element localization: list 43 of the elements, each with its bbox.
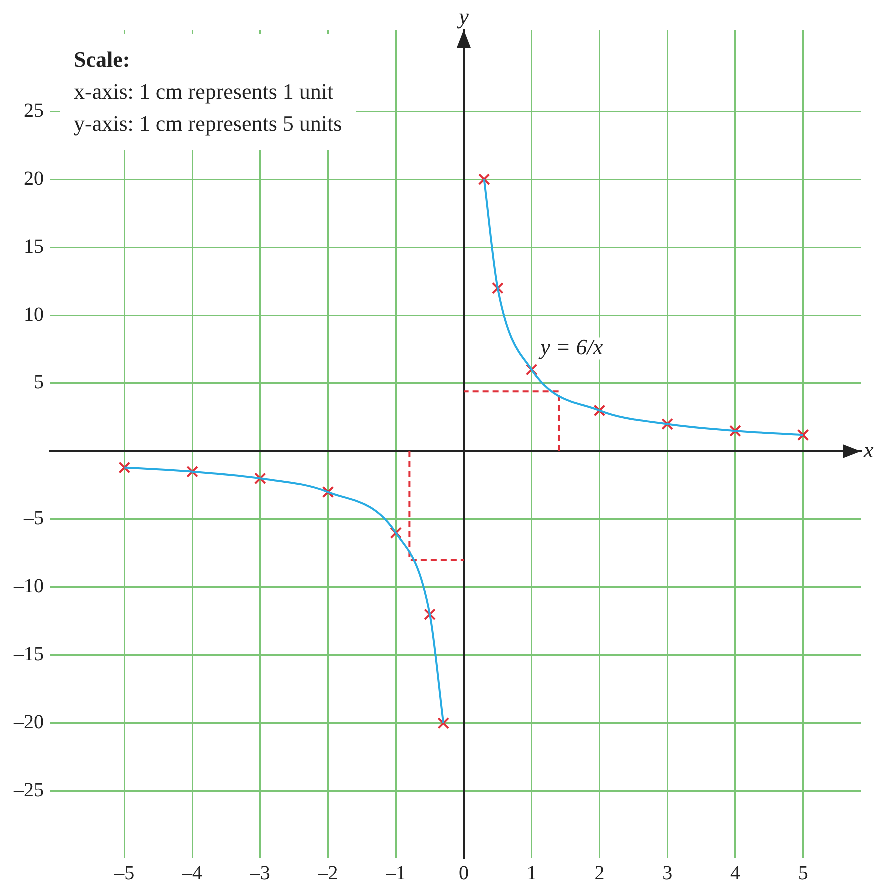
x-axis-title: x [863,437,874,462]
x-tick-label: 3 [662,862,673,884]
point [662,418,674,430]
point [118,462,131,474]
annotation: x-axis: 1 cm represents 1 unit [74,78,335,106]
y-tick-label: 15 [24,236,44,258]
x-tick-label: –4 [182,862,203,884]
x-tick-label: –2 [317,862,338,884]
point [322,486,334,498]
x-tick-label: 5 [798,862,808,884]
x-tick-label: 1 [526,862,537,884]
point [526,364,538,376]
x-tick-label: –1 [385,862,406,884]
point [730,425,742,438]
y-tick-label: 25 [24,100,44,122]
y-tick-label: –5 [23,508,44,530]
x-tick-label: 4 [730,862,740,884]
point [424,608,436,621]
point [186,466,198,478]
point [438,717,450,730]
y-tick-label: –20 [13,712,44,734]
y-tick-label: –25 [13,780,44,802]
line-series [483,178,804,436]
y-tick-label: 5 [34,372,44,394]
x-tick-label: 0 [458,862,469,884]
annotation: Scale: [74,46,132,74]
annotation: y = 6/x [538,334,604,360]
point [594,404,606,417]
point [390,527,402,540]
x-tick-label: –5 [114,862,135,884]
y-tick-label: –15 [13,644,44,666]
point [797,429,810,442]
line-series [124,466,445,724]
y-tick-label: 10 [24,304,44,326]
point [254,472,266,485]
y-axis-title: y [457,4,470,29]
y-tick-label: 20 [24,168,44,190]
point [478,174,490,186]
annotation: y-axis: 1 cm represents 5 units [74,110,342,138]
y-tick-label: –10 [13,576,44,598]
x-tick-label: 2 [594,862,605,884]
x-tick-label: –3 [249,862,270,884]
point [492,282,504,294]
